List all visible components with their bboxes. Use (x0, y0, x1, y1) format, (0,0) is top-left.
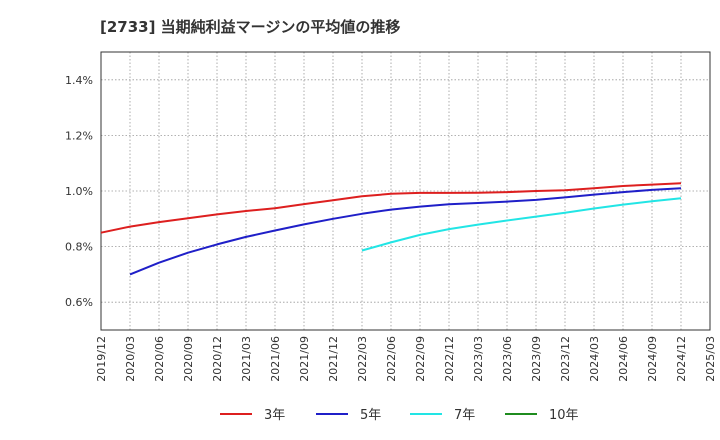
series-line-1 (129, 187, 682, 276)
legend-item-2: 7年 (410, 408, 475, 423)
x-tick-label: 2024/06 (617, 336, 630, 382)
x-tick-label: 2020/03 (124, 336, 137, 382)
y-tick-label: 0.8% (65, 241, 93, 254)
x-tick-label: 2021/06 (269, 336, 282, 382)
x-tick-label: 2021/03 (240, 336, 253, 382)
x-tick-label: 2024/12 (675, 336, 688, 382)
legend: 3年 5年 7年 10年 (220, 408, 579, 423)
plot-area: 0.6% 0.8% 1.0% 1.2% 1.4% 2019/12 2020/03 2020/0… (65, 51, 717, 382)
x-tick-label: 2020/12 (211, 336, 224, 382)
x-tick-label: 2024/09 (646, 336, 659, 382)
y-tick-label: 1.4% (65, 74, 93, 87)
x-tick-label: 2022/12 (443, 336, 456, 382)
x-tick-label: 2021/12 (327, 336, 340, 382)
legend-item-1: 5年 (316, 408, 381, 423)
x-tick-label: 2022/06 (385, 336, 398, 382)
x-tick-label: 2020/09 (182, 336, 195, 382)
x-tick-label: 2024/03 (588, 336, 601, 382)
x-tick-label: 2025/03 (704, 336, 717, 382)
y-tick-label: 1.0% (65, 185, 93, 198)
x-tick-label: 2019/12 (95, 336, 108, 382)
y-tick-label: 1.2% (65, 129, 93, 142)
chart-title: [2733] 当期純利益マージンの平均値の推移 (100, 18, 400, 36)
x-tick-label: 2023/06 (501, 336, 514, 382)
legend-item-3: 10年 (505, 408, 579, 423)
legend-label: 5年 (360, 408, 381, 423)
legend-item-0: 3年 (220, 408, 285, 423)
series-line-0 (100, 182, 682, 234)
x-tick-label: 2020/06 (153, 336, 166, 382)
series-line-2 (361, 197, 682, 252)
legend-label: 3年 (264, 408, 285, 423)
x-tick-label: 2022/09 (414, 336, 427, 382)
legend-label: 10年 (549, 408, 579, 423)
y-tick-label: 0.6% (65, 296, 93, 309)
legend-label: 7年 (454, 408, 475, 423)
x-tick-label: 2022/03 (356, 336, 369, 382)
plot-frame (100, 51, 711, 331)
x-tick-label: 2021/09 (298, 336, 311, 382)
x-tick-label: 2023/12 (559, 336, 572, 382)
x-tick-label: 2023/09 (530, 336, 543, 382)
x-tick-label: 2023/03 (472, 336, 485, 382)
